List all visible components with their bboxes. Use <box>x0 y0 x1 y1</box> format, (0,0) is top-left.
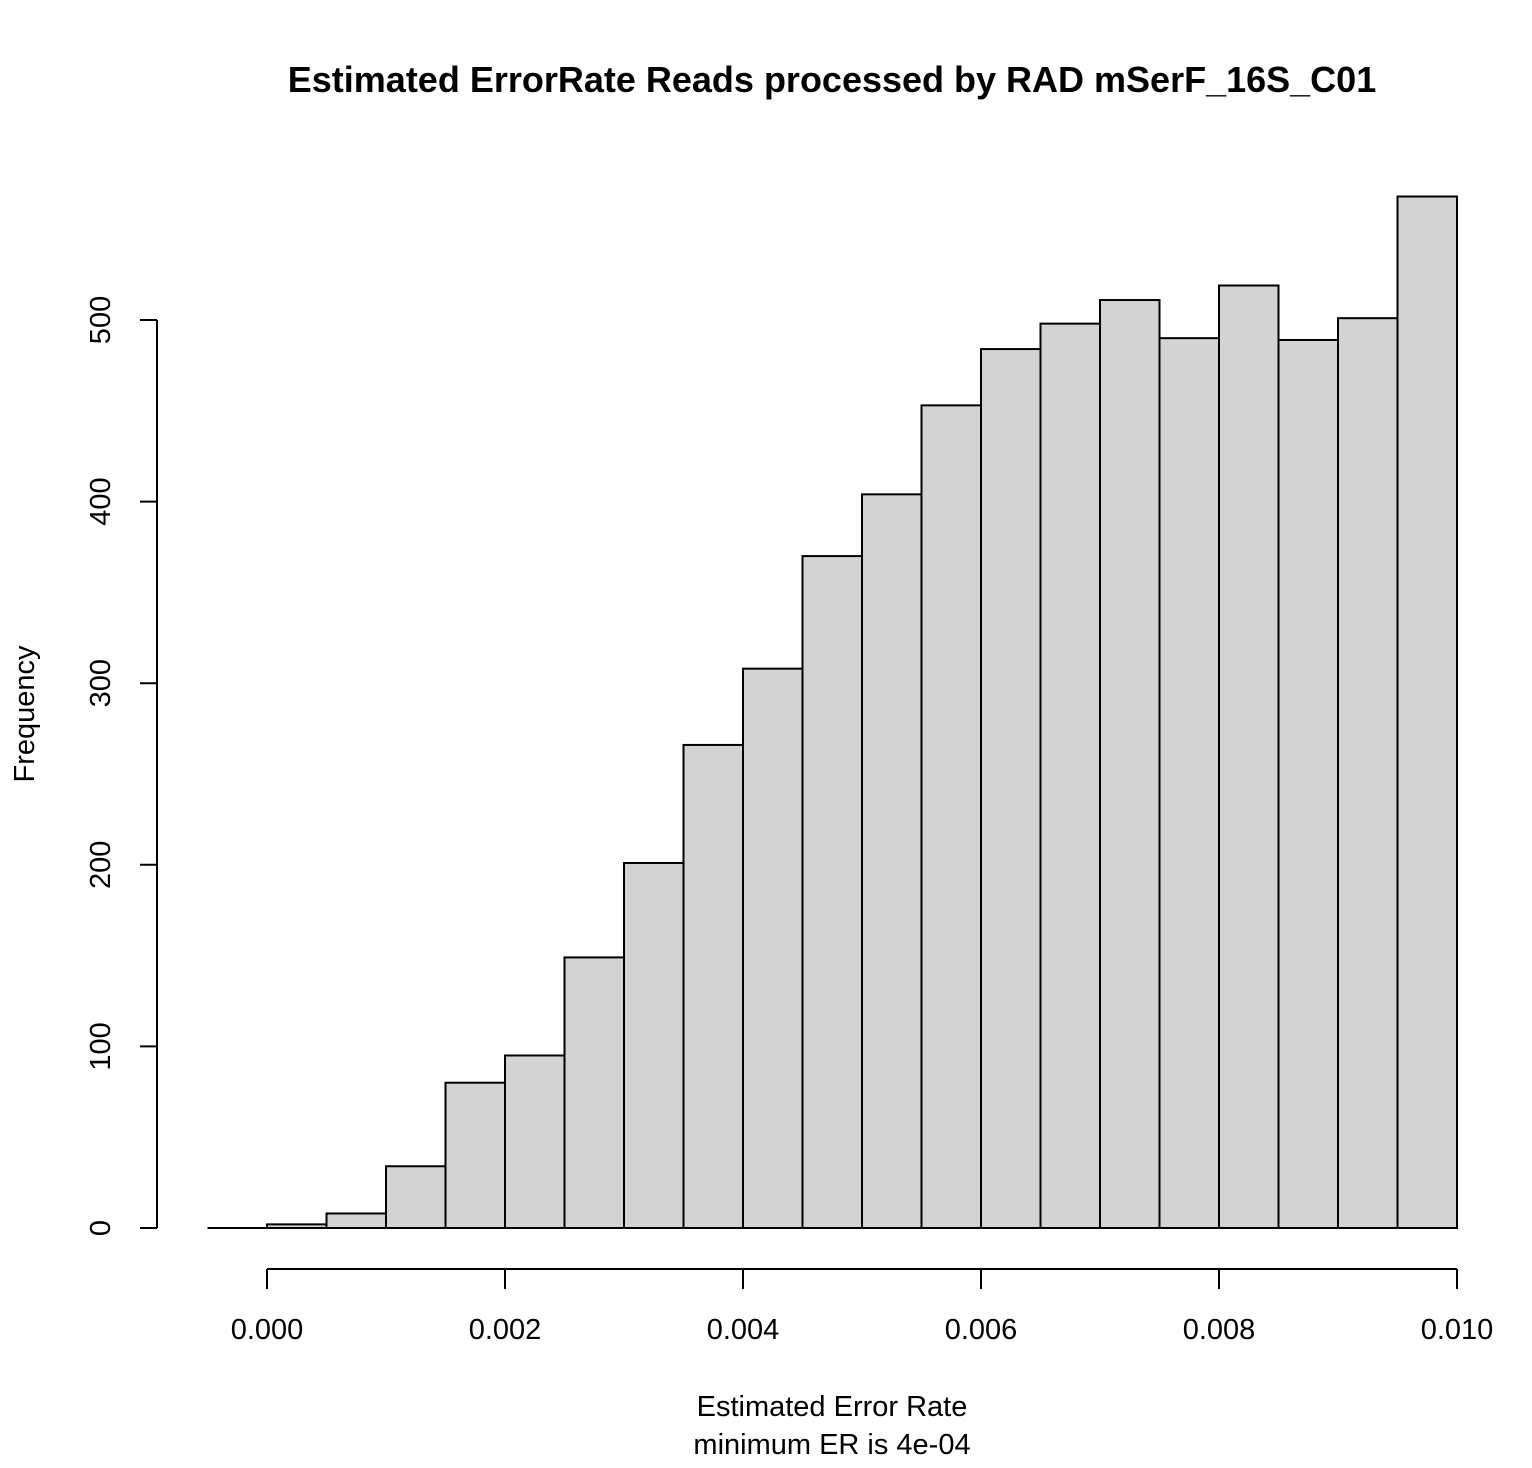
bars-group <box>207 195 1458 1230</box>
histogram-bar <box>980 348 1042 1229</box>
histogram-bar <box>623 861 685 1229</box>
histogram-bar <box>1099 299 1161 1229</box>
histogram-bar <box>325 1212 387 1230</box>
histogram-bar <box>861 493 923 1229</box>
histogram-bar <box>920 404 982 1229</box>
histogram-bar <box>1158 337 1220 1230</box>
x-tick-label: 0.008 <box>1183 1314 1256 1346</box>
histogram-bar <box>385 1165 447 1229</box>
chart-title: Estimated ErrorRate Reads processed by R… <box>288 59 1376 100</box>
y-tick-label: 400 <box>85 477 117 525</box>
histogram-bar <box>1277 338 1339 1229</box>
y-axis: 0 100 200 300 400 500 <box>85 296 158 1236</box>
y-tick-label: 500 <box>85 296 117 344</box>
y-tick-label: 200 <box>85 841 117 889</box>
x-tick-label: 0.004 <box>707 1314 780 1346</box>
x-axis-label: Estimated Error Rate <box>697 1391 968 1423</box>
x-axis: 0.000 0.002 0.004 0.006 0.008 0.010 <box>231 1268 1494 1346</box>
histogram-bar <box>266 1223 328 1230</box>
histogram-bar <box>504 1054 566 1229</box>
histogram-bar <box>1218 284 1280 1230</box>
x-tick-label: 0.002 <box>469 1314 542 1346</box>
x-tick-label: 0.000 <box>231 1314 304 1346</box>
x-tick-label: 0.010 <box>1421 1314 1494 1346</box>
y-tick-label: 300 <box>85 659 117 707</box>
x-axis-sublabel: minimum ER is 4e-04 <box>693 1429 970 1461</box>
histogram-bar <box>1396 195 1458 1230</box>
y-tick-label: 0 <box>85 1220 117 1236</box>
histogram-bar <box>1337 317 1399 1229</box>
histogram-bar <box>682 743 744 1229</box>
histogram-bar <box>742 667 804 1229</box>
histogram-bar <box>444 1081 506 1229</box>
histogram-bar <box>563 956 625 1230</box>
y-tick-label: 100 <box>85 1022 117 1070</box>
y-axis-label: Frequency <box>9 645 41 783</box>
x-tick-label: 0.006 <box>945 1314 1018 1346</box>
histogram-bar <box>1039 322 1101 1229</box>
histogram-bar <box>801 555 863 1229</box>
